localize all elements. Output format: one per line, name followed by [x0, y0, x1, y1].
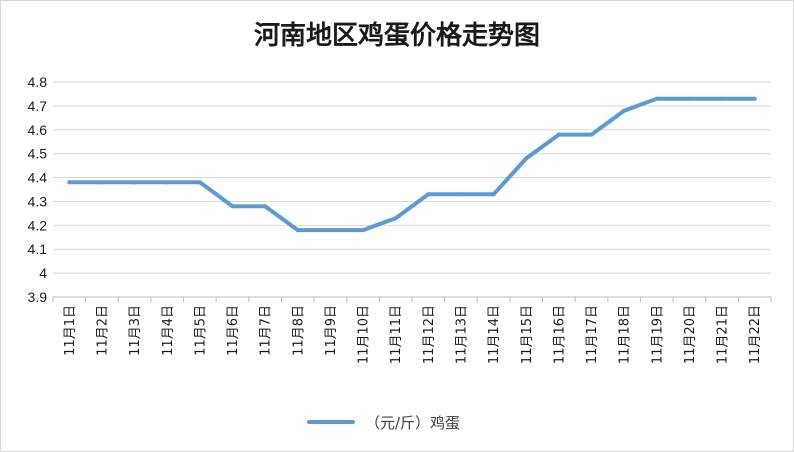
y-tick-label: 4.1 — [28, 241, 48, 257]
data-point — [426, 192, 431, 197]
data-point — [263, 204, 268, 209]
x-tick-label: 11月20日 — [683, 305, 698, 364]
x-tick-label: 11月5日 — [193, 305, 208, 356]
legend-line-swatch — [307, 420, 355, 424]
x-tick-label: 11月3日 — [128, 305, 143, 356]
x-tick-label: 11月8日 — [291, 305, 306, 356]
y-tick-label: 4.5 — [28, 146, 48, 162]
legend[interactable]: （元/斤）鸡蛋 — [307, 412, 460, 432]
data-point — [361, 228, 366, 233]
x-tick-label: 11月9日 — [324, 305, 339, 356]
data-point — [197, 180, 202, 185]
y-tick-label: 4.4 — [28, 170, 48, 186]
x-tick-label: 11月21日 — [716, 305, 731, 364]
data-point — [589, 132, 594, 137]
x-tick-label: 11月22日 — [748, 305, 763, 364]
data-point — [67, 180, 72, 185]
data-point — [720, 96, 725, 101]
data-point — [491, 192, 496, 197]
x-tick-label: 11月4日 — [161, 305, 176, 356]
x-tick-label: 11月10日 — [357, 305, 372, 364]
y-tick-label: 4.2 — [28, 217, 48, 233]
y-tick-label: 4 — [39, 265, 47, 281]
data-point — [556, 132, 561, 137]
x-tick-label: 11月18日 — [618, 305, 633, 364]
data-point — [165, 180, 170, 185]
data-point — [132, 180, 137, 185]
x-tick-label: 11月12日 — [422, 305, 437, 364]
y-tick-label: 4.3 — [28, 193, 48, 209]
chart-title: 河南地区鸡蛋价格走势图 — [253, 21, 540, 51]
data-point — [524, 156, 529, 161]
x-tick-label: 11月1日 — [63, 305, 78, 356]
data-point — [458, 192, 463, 197]
series-line — [67, 96, 757, 233]
x-tick-label: 11月13日 — [455, 305, 470, 364]
x-tick-label: 11月15日 — [520, 305, 535, 364]
legend-label: （元/斤）鸡蛋 — [365, 413, 461, 432]
x-tick-label: 11月17日 — [585, 305, 600, 364]
x-tick-label: 11月6日 — [226, 305, 241, 356]
data-point — [230, 204, 235, 209]
x-tick-label: 11月19日 — [650, 305, 665, 364]
data-point — [295, 228, 300, 233]
x-tick-label: 11月14日 — [487, 305, 502, 364]
data-point — [393, 216, 398, 221]
data-point — [622, 108, 627, 113]
x-tick-label: 11月16日 — [552, 305, 567, 364]
y-tick-label: 4.8 — [28, 74, 48, 90]
x-tick-label: 11月7日 — [259, 305, 274, 356]
y-tick-label: 4.7 — [28, 98, 48, 114]
x-tick-label: 11月11日 — [389, 305, 404, 364]
data-point — [654, 96, 659, 101]
data-point — [687, 96, 692, 101]
y-tick-label: 3.9 — [28, 289, 48, 305]
data-point — [99, 180, 104, 185]
data-point — [752, 96, 757, 101]
x-tick-label: 11月2日 — [96, 305, 111, 356]
y-tick-label: 4.6 — [28, 122, 48, 138]
data-point — [328, 228, 333, 233]
